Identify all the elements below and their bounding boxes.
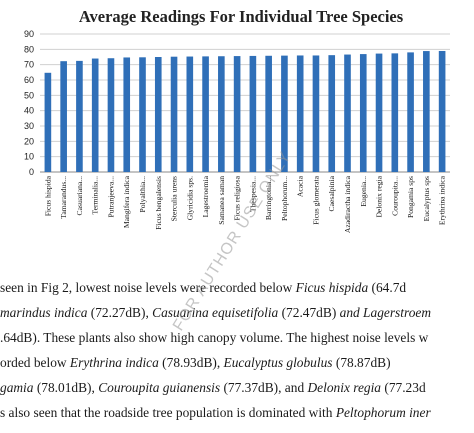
species-name: and Lagerstroem — [339, 305, 432, 320]
species-name: Ficus hispida — [295, 280, 369, 295]
text-line-6: s also seen that the roadside tree popul… — [0, 405, 431, 421]
species-name: Peltophorum iner — [335, 405, 431, 420]
bar — [218, 56, 225, 172]
bar — [359, 54, 367, 172]
bar — [60, 61, 67, 172]
gridlines — [40, 33, 450, 173]
x-tick-label: Ficus religiosa — [233, 175, 242, 220]
species-name: gamia — [0, 380, 34, 395]
x-tick-label: Eucalyptus sps — [422, 176, 431, 221]
text-run: (78.93dB), — [158, 355, 224, 370]
x-tick-label: Samanea saman — [217, 176, 226, 225]
y-tick-label: 40 — [24, 106, 34, 116]
x-tick-label: Acacia — [296, 175, 305, 197]
bar — [281, 55, 288, 173]
y-tick-label: 0 — [29, 167, 34, 177]
x-tick-label: Glyricidia sps. — [185, 176, 194, 220]
text-run: (72.47dB) — [278, 305, 340, 320]
text-run: (72.27dB), — [87, 305, 153, 320]
body-text: seen in Fig 2, lowest noise levels were … — [0, 280, 474, 433]
x-tick-label: Sterculia urens — [170, 176, 179, 221]
x-tick-label: Eugenia... — [359, 176, 368, 207]
chart-title: Average Readings For Individual Tree Spe… — [79, 7, 404, 26]
bar — [423, 51, 430, 173]
bars — [44, 50, 446, 173]
text-run: s also seen that the roadside tree popul… — [0, 405, 336, 420]
text-run: (77.23d — [381, 380, 426, 395]
bar — [312, 55, 320, 172]
text-run: (78.01dB), — [33, 380, 99, 395]
y-tick-label: 70 — [24, 60, 34, 70]
x-tick-label: Couroupita... — [390, 176, 399, 216]
text-run: (77.37dB), and — [220, 380, 308, 395]
y-tick-label: 60 — [24, 75, 34, 85]
x-tick-label: Ficus bengalensis — [154, 176, 163, 230]
species-name: marindus indica — [0, 305, 88, 320]
bar-chart: Average Readings For Individual Tree Spe… — [24, 7, 450, 233]
y-axis-ticks: 0 10 20 30 40 50 60 70 80 90 — [24, 29, 34, 177]
x-tick-label: Pongamia sps — [406, 176, 415, 218]
bar — [438, 50, 446, 172]
x-tick-label: Lagestroemia — [201, 175, 210, 217]
text-line-2: marindus indica (72.27dB), Casuarina equ… — [0, 305, 431, 321]
x-tick-label: Ficus hispida — [43, 175, 52, 216]
y-tick-label: 90 — [24, 29, 34, 39]
x-tick-label: Azadiractha indica — [343, 175, 352, 233]
y-tick-label: 20 — [24, 136, 34, 146]
x-tick-label: Peltophorum... — [280, 176, 289, 221]
species-name: Erythrina indica — [69, 355, 159, 370]
bar — [91, 58, 99, 172]
chart-svg: Average Readings For Individual Tree Spe… — [24, 7, 450, 233]
bar — [233, 56, 241, 172]
text-line-1: seen in Fig 2, lowest noise levels were … — [0, 280, 406, 296]
x-tick-label: Terminalia... — [91, 176, 100, 215]
text-run: (64.7d — [368, 280, 407, 295]
y-tick-label: 30 — [24, 121, 34, 131]
bar — [202, 56, 209, 172]
x-tick-label: Ficus glomerata — [311, 175, 320, 224]
species-name: Eucalyptus globulus — [223, 355, 333, 370]
text-line-3: .64dB). These plants also show high cano… — [0, 330, 428, 346]
species-name: Couroupita guianensis — [98, 380, 221, 395]
y-tick-label: 10 — [24, 152, 34, 162]
text-line-5: gamia (78.01dB), Couroupita guianensis (… — [0, 380, 426, 396]
bar — [139, 57, 146, 172]
text-run: orded below — [0, 355, 70, 370]
bar — [154, 57, 162, 172]
x-tick-label: Delonix regia — [375, 175, 384, 217]
x-axis-ticks: Ficus hispida Tamarandus... Casuariana... T… — [43, 175, 446, 233]
x-tick-label: Polyalthia... — [138, 176, 147, 213]
bar — [170, 56, 178, 173]
bar — [296, 55, 304, 172]
bar — [407, 52, 414, 172]
x-tick-label: Erythrina indica — [438, 175, 447, 225]
bar — [186, 56, 194, 172]
bar — [249, 55, 257, 172]
x-tick-label: Tamarandus... — [59, 176, 68, 219]
bar — [328, 55, 336, 172]
y-tick-label: 50 — [24, 90, 34, 100]
bar — [76, 60, 83, 172]
species-name: Delonix regia — [307, 380, 382, 395]
bar — [391, 53, 399, 173]
x-tick-label: Mangifera indica — [122, 175, 131, 228]
text-run: .64dB). These plants also show high cano… — [0, 330, 429, 345]
x-tick-label: Thespesia... — [248, 176, 257, 212]
bar — [344, 54, 351, 173]
y-tick-label: 80 — [24, 44, 34, 54]
bar — [375, 53, 383, 172]
bar — [123, 57, 131, 172]
text-run: (78.87dB) — [332, 355, 391, 370]
x-tick-label: Casuariana... — [75, 176, 84, 216]
bar — [44, 72, 52, 172]
text-line-4: orded below Erythrina indica (78.93dB), … — [0, 355, 391, 371]
x-tick-label: Caesalpinia — [327, 175, 336, 211]
bar — [107, 58, 115, 172]
text-run: seen in Fig 2, lowest noise levels were … — [0, 280, 296, 295]
x-tick-label: Barringtonia... — [264, 176, 273, 220]
x-tick-label: Putranjeeva... — [106, 176, 115, 218]
bar — [265, 55, 272, 173]
species-name: Casuarina equisetifolia — [152, 305, 279, 320]
